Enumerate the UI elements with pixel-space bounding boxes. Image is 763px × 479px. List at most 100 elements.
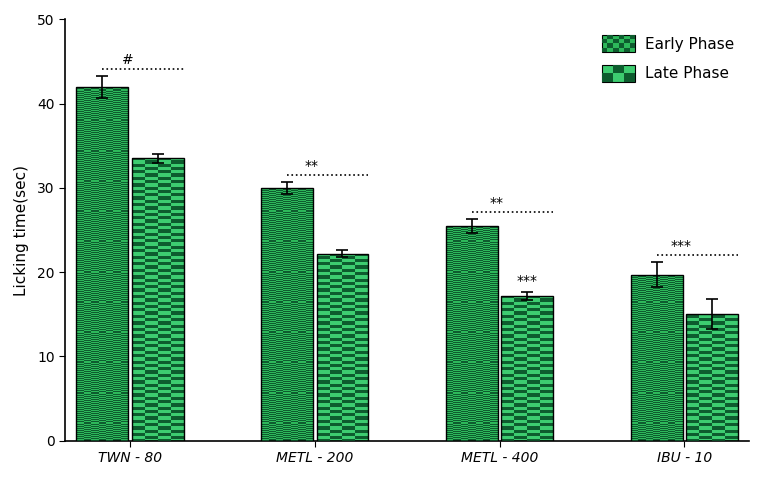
Bar (132, 303, 145, 304)
Bar (317, 328, 330, 329)
Bar (317, 316, 330, 317)
Bar (145, 426, 158, 427)
Bar (686, 381, 699, 382)
Bar (317, 374, 330, 375)
Bar (527, 401, 540, 402)
Bar (132, 357, 145, 358)
Bar (712, 406, 725, 407)
Bar (158, 322, 171, 323)
Bar (712, 388, 725, 389)
Bar (686, 342, 699, 343)
Bar (725, 332, 738, 333)
Bar (317, 283, 330, 284)
Bar (145, 192, 158, 193)
Bar (356, 308, 369, 309)
Bar (330, 345, 343, 346)
Bar (171, 286, 184, 287)
Bar (343, 309, 356, 310)
Bar (527, 315, 540, 316)
Bar (171, 352, 184, 353)
Bar (343, 341, 356, 342)
Bar (356, 259, 369, 260)
Bar (356, 385, 369, 386)
Bar (158, 341, 171, 342)
Bar (145, 272, 158, 273)
Bar (712, 395, 725, 396)
Bar (343, 414, 356, 415)
Bar (725, 399, 738, 400)
Bar (171, 412, 184, 413)
Bar (343, 281, 356, 282)
Bar (317, 290, 330, 291)
Bar (132, 423, 145, 424)
Bar (145, 254, 158, 255)
Bar (343, 348, 356, 349)
Bar (132, 311, 145, 312)
Bar (540, 352, 553, 353)
Bar (527, 435, 540, 436)
Bar (132, 291, 145, 292)
Bar (317, 257, 330, 258)
Bar (158, 206, 171, 207)
Bar (317, 314, 330, 315)
Bar (171, 195, 184, 196)
Bar (527, 373, 540, 374)
Bar (330, 371, 343, 372)
Bar (343, 329, 356, 330)
Bar (158, 248, 171, 249)
Bar (171, 207, 184, 208)
Bar (132, 164, 145, 165)
Bar (725, 438, 738, 439)
Bar (356, 326, 369, 327)
Bar (145, 346, 158, 347)
Bar (725, 354, 738, 355)
Bar (540, 347, 553, 348)
Bar (145, 273, 158, 274)
Bar (171, 275, 184, 276)
Bar (527, 307, 540, 308)
Bar (171, 267, 184, 268)
Bar (686, 415, 699, 416)
Bar (145, 195, 158, 196)
Bar (712, 401, 725, 402)
Bar (356, 325, 369, 326)
Bar (132, 298, 145, 299)
Bar (158, 436, 171, 437)
Bar (343, 336, 356, 337)
Bar (171, 234, 184, 235)
Bar (158, 296, 171, 297)
Bar (356, 287, 369, 288)
Bar (540, 365, 553, 366)
Bar (686, 340, 699, 341)
Bar (145, 288, 158, 289)
Bar (356, 318, 369, 319)
Bar (527, 439, 540, 440)
Bar (712, 402, 725, 403)
Bar (330, 286, 343, 287)
Bar (527, 428, 540, 429)
Bar (330, 350, 343, 351)
Bar (158, 375, 171, 376)
Bar (699, 337, 712, 338)
Bar (343, 291, 356, 292)
Bar (514, 383, 527, 384)
Bar (725, 367, 738, 368)
Bar (158, 387, 171, 388)
Bar (145, 405, 158, 406)
Bar (540, 411, 553, 412)
Bar (712, 369, 725, 370)
Bar (686, 434, 699, 435)
Bar (514, 300, 527, 301)
Bar (145, 306, 158, 307)
Bar (527, 393, 540, 394)
Bar (317, 394, 330, 395)
Bar (356, 286, 369, 287)
Bar (145, 193, 158, 194)
Bar (514, 426, 527, 427)
Bar (356, 404, 369, 405)
Bar (158, 402, 171, 403)
Bar (132, 197, 145, 198)
Bar (725, 405, 738, 406)
Bar (171, 201, 184, 202)
Bar (501, 387, 514, 388)
